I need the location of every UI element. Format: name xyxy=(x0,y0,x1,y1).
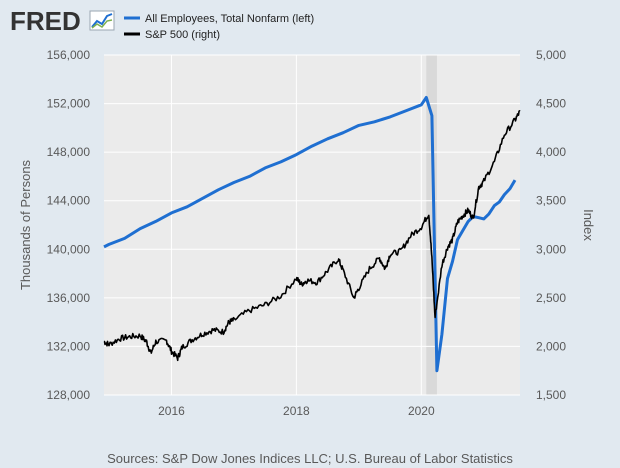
x-axis-ticks: 2016 2018 2020 xyxy=(158,404,435,418)
fred-logo-text: FRED xyxy=(10,6,81,36)
y-axis-right-ticks: 1,500 2,000 2,500 3,000 3,500 4,000 4,500 5,000 xyxy=(536,48,566,402)
y-right-tick-label: 4,000 xyxy=(536,145,566,159)
line-chart-icon xyxy=(89,10,115,31)
x-tick-label: 2018 xyxy=(283,404,310,418)
plot-area xyxy=(104,55,520,395)
y-axis-left-title: Thousands of Persons xyxy=(18,159,33,290)
x-tick-label: 2020 xyxy=(408,404,435,418)
y-axis-left-ticks: 128,000 132,000 136,000 140,000 144,000 148,0… xyxy=(47,48,91,402)
series-lines xyxy=(103,96,521,373)
y-right-tick-label: 4,500 xyxy=(536,97,566,111)
y-right-tick-label: 2,500 xyxy=(536,291,566,305)
y-right-tick-label: 3,000 xyxy=(536,242,566,256)
y-right-tick-label: 1,500 xyxy=(536,388,566,402)
y-left-tick-label: 152,000 xyxy=(47,97,91,111)
recession-shading xyxy=(426,55,437,395)
series-line-employees xyxy=(103,96,517,373)
fred-logo[interactable]: FRED xyxy=(10,6,115,36)
y-left-tick-label: 128,000 xyxy=(47,388,91,402)
series-line-sp500 xyxy=(103,110,521,362)
y-axis-right-title: Index xyxy=(581,209,596,241)
y-right-tick-label: 2,000 xyxy=(536,339,566,353)
y-right-tick-label: 3,500 xyxy=(536,194,566,208)
y-right-tick-label: 5,000 xyxy=(536,48,566,62)
source-note: Sources: S&P Dow Jones Indices LLC; U.S.… xyxy=(107,451,513,466)
y-left-tick-label: 148,000 xyxy=(47,145,91,159)
gridlines xyxy=(104,54,520,396)
y-left-tick-label: 144,000 xyxy=(47,194,91,208)
legend: All Employees, Total Nonfarm (left) S&P … xyxy=(124,13,314,41)
legend-label-employees: All Employees, Total Nonfarm (left) xyxy=(145,13,314,25)
legend-label-sp500: S&P 500 (right) xyxy=(145,29,220,41)
x-tick-label: 2016 xyxy=(158,404,185,418)
y-left-tick-label: 140,000 xyxy=(47,242,91,256)
y-left-tick-label: 156,000 xyxy=(47,48,91,62)
y-left-tick-label: 132,000 xyxy=(47,339,91,353)
y-left-tick-label: 136,000 xyxy=(47,291,91,305)
